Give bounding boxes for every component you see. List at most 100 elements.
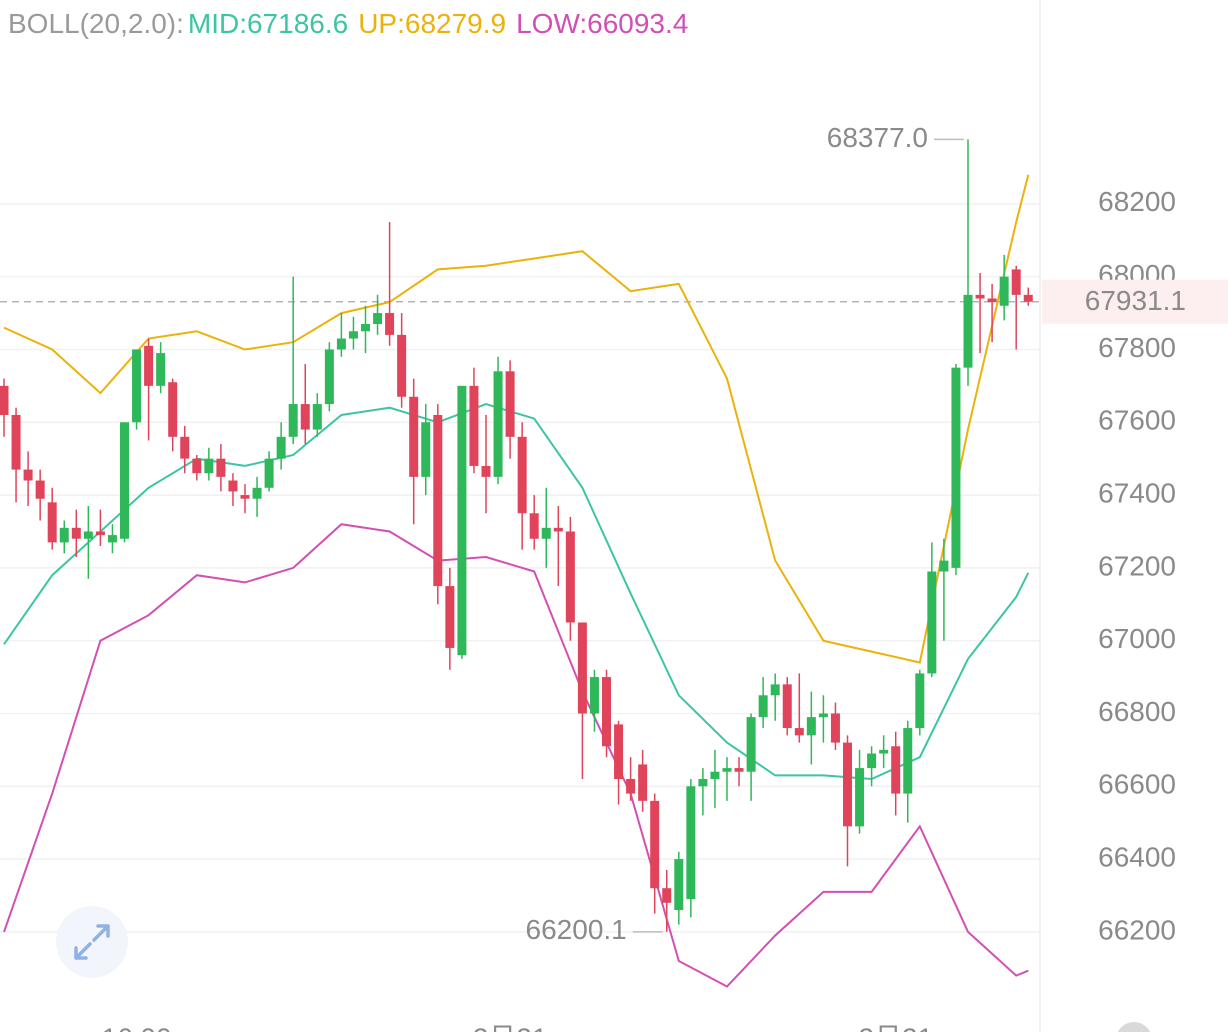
- candle-body: [276, 436, 286, 459]
- last-price-tag: [1042, 279, 1228, 324]
- candle-body: [95, 531, 105, 536]
- y-tick-label: 66600: [1098, 769, 1176, 800]
- candle-body: [662, 888, 672, 903]
- labels: 66200 66400 66600 66800 67000 67200 67400 67600…: [102, 122, 1228, 1032]
- candle-body: [0, 385, 9, 415]
- candle-body: [963, 294, 973, 368]
- candle-body: [758, 695, 768, 718]
- candle-body: [83, 531, 93, 539]
- candle-body: [541, 527, 551, 539]
- candle-body: [312, 404, 322, 430]
- candle-body: [180, 436, 190, 459]
- candle-body: [107, 535, 117, 543]
- candle-body: [445, 586, 455, 648]
- candle-body: [746, 717, 756, 772]
- candle-body: [553, 527, 563, 532]
- y-tick-label: 67600: [1098, 405, 1176, 436]
- indicator-lines: [3, 174, 1030, 988]
- expand-button[interactable]: [56, 906, 128, 978]
- candle-body: [11, 414, 21, 470]
- candle-body: [505, 371, 515, 437]
- indicator-line: [3, 403, 1030, 781]
- candle-body: [879, 749, 889, 754]
- candle-body: [951, 367, 961, 568]
- candle-body: [469, 385, 479, 466]
- candle-body: [843, 742, 852, 827]
- candle-body: [529, 513, 539, 539]
- candle-body: [59, 527, 69, 543]
- candle-body: [132, 349, 142, 423]
- y-tick-label: 66400: [1098, 841, 1176, 872]
- y-tick-label: 66200: [1098, 914, 1176, 945]
- candle-body: [794, 728, 804, 736]
- legend-entry: LOW:66093.4: [516, 8, 688, 39]
- candle-body: [324, 349, 334, 405]
- y-tick-label: 66800: [1098, 696, 1176, 727]
- candle-body: [614, 724, 624, 780]
- candle-body: [806, 717, 816, 736]
- candle-body: [397, 334, 407, 397]
- candle-body: [385, 313, 395, 335]
- y-tick-label: 67000: [1098, 623, 1176, 654]
- candle-body: [903, 728, 913, 794]
- candle-body: [999, 276, 1009, 306]
- candle-body: [830, 713, 840, 743]
- candle-body: [517, 436, 527, 514]
- candle-body: [818, 713, 828, 718]
- x-tick-label: 2月21: [473, 1022, 548, 1032]
- y-tick-label: 67200: [1098, 550, 1176, 581]
- candle-body: [855, 768, 865, 827]
- candle-body: [1023, 294, 1033, 302]
- candle-body: [361, 323, 370, 332]
- candle-body: [710, 771, 720, 780]
- annotation-label: 68377.0: [827, 122, 928, 153]
- candle-body: [264, 458, 274, 488]
- candle-body: [782, 684, 792, 729]
- candle-body: [336, 338, 346, 350]
- scroll-button[interactable]: [1116, 1022, 1152, 1032]
- y-tick-label: 67800: [1098, 332, 1176, 363]
- x-tick-label: 16:00: [102, 1022, 172, 1032]
- candle-body: [71, 527, 81, 539]
- candle-body: [565, 531, 575, 623]
- candle-body: [927, 571, 937, 674]
- indicator-line: [3, 174, 1030, 664]
- candle-body: [891, 746, 901, 794]
- indicator-line: [3, 523, 1029, 988]
- candle-body: [409, 396, 419, 477]
- candle-body: [626, 779, 636, 794]
- candle-body: [577, 622, 587, 714]
- candle-body: [602, 677, 611, 747]
- candle-body: [770, 684, 780, 696]
- candle-body: [168, 382, 178, 437]
- candle-body: [421, 422, 431, 477]
- candle-body: [433, 414, 443, 587]
- candle-body: [734, 768, 744, 772]
- candles: [0, 139, 1033, 932]
- y-tick-label: 68200: [1098, 186, 1176, 217]
- candle-body: [589, 677, 599, 714]
- candle-body: [481, 465, 491, 477]
- candle-body: [493, 371, 503, 477]
- candle-body: [457, 385, 467, 656]
- candle-body: [23, 469, 33, 481]
- candle-body: [722, 768, 732, 772]
- candle-body: [1011, 269, 1021, 295]
- candle-body: [686, 786, 696, 900]
- indicator-label: BOLL(20,2.0):: [8, 8, 184, 39]
- candle-body: [228, 480, 238, 492]
- candle-body: [216, 458, 226, 477]
- candle-body: [300, 404, 310, 430]
- legend-entry: MID:67186.6: [188, 8, 348, 39]
- annotation-label: 66200.1: [526, 914, 627, 945]
- y-tick-label: 67400: [1098, 477, 1176, 508]
- last-price-label: 67931.1: [1085, 285, 1186, 316]
- x-tick-label: 2月21: [858, 1022, 933, 1032]
- candle-body: [867, 753, 877, 769]
- candle-body: [204, 458, 214, 474]
- candle-body: [638, 764, 648, 801]
- candle-body: [252, 487, 262, 499]
